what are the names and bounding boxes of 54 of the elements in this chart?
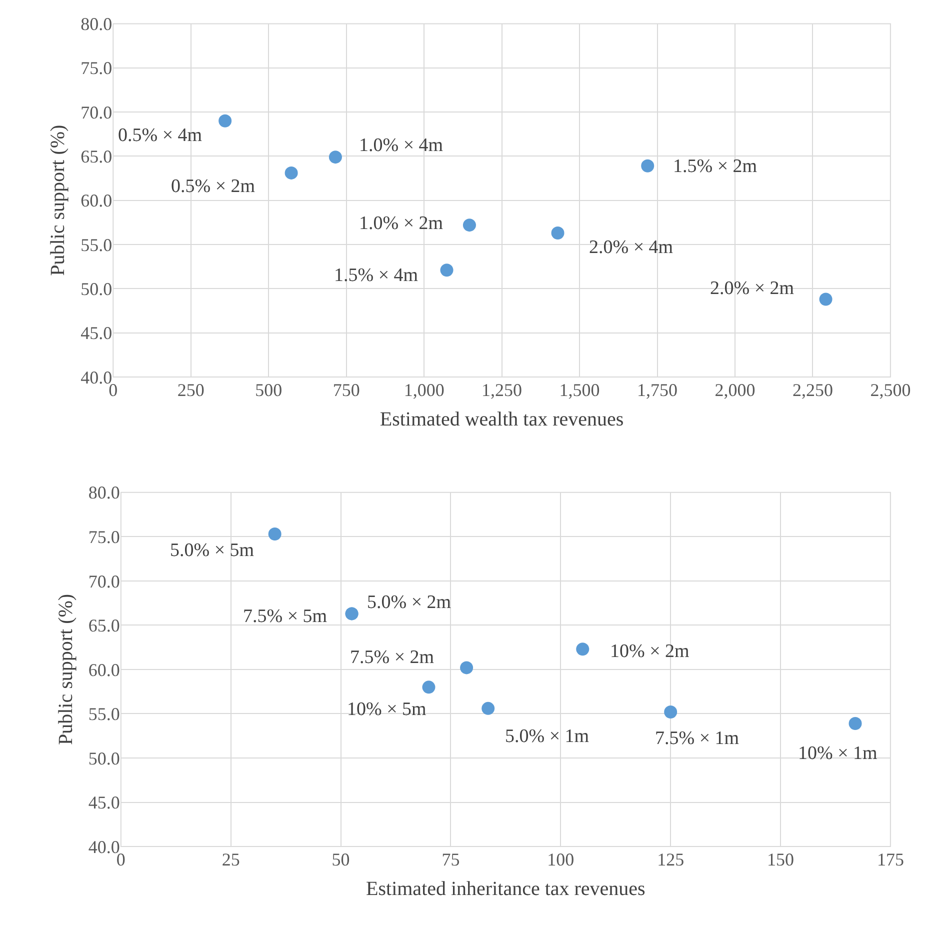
annotation: 1.5% × 2m bbox=[673, 156, 758, 177]
annotation: 1.5% × 4m bbox=[334, 265, 418, 286]
annotation: 2.0% × 4m bbox=[589, 237, 674, 258]
y-tick-label: 65.0 bbox=[88, 616, 120, 636]
y-axis-title: Public support (%) bbox=[54, 594, 77, 746]
x-tick-label: 1,000 bbox=[404, 380, 444, 400]
annotation: 5.0% × 2m bbox=[367, 592, 452, 613]
x-tick-label: 1,500 bbox=[559, 380, 600, 400]
x-tick-label: 150 bbox=[767, 850, 794, 870]
x-axis-title: Estimated inheritance tax revenues bbox=[366, 878, 646, 900]
y-tick-label: 80.0 bbox=[88, 482, 120, 503]
annotation: 10% × 5m bbox=[347, 699, 427, 720]
y-tick-label: 45.0 bbox=[80, 323, 112, 344]
x-tick-label: 1,250 bbox=[482, 380, 522, 400]
x-tick-label: 2,500 bbox=[870, 380, 911, 400]
annotation: 7.5% × 1m bbox=[655, 728, 740, 749]
y-tick-label: 80.0 bbox=[80, 14, 112, 34]
annotation: 2.0% × 2m bbox=[710, 278, 794, 299]
y-tick-label: 50.0 bbox=[88, 748, 120, 768]
x-tick-label: 750 bbox=[332, 380, 360, 400]
y-tick-label: 60.0 bbox=[80, 190, 112, 211]
annotation: 7.5% × 5m bbox=[243, 606, 328, 627]
x-tick-label: 125 bbox=[657, 850, 684, 870]
annotation: 0.5% × 4m bbox=[118, 125, 202, 146]
y-tick-label: 45.0 bbox=[88, 792, 120, 813]
x-tick-label: 1,750 bbox=[637, 380, 678, 400]
x-tick-label: 50 bbox=[332, 850, 350, 870]
y-tick-label: 60.0 bbox=[88, 660, 120, 680]
y-tick-label: 70.0 bbox=[80, 102, 112, 122]
annotation: 1.0% × 2m bbox=[359, 213, 444, 234]
y-tick-label: 50.0 bbox=[80, 278, 112, 299]
y-tick-label: 75.0 bbox=[80, 58, 112, 78]
x-tick-label: 2,250 bbox=[792, 380, 833, 400]
x-tick-label: 2,000 bbox=[714, 380, 756, 400]
x-tick-label: 100 bbox=[547, 850, 574, 870]
annotation: 1.0% × 4m bbox=[359, 135, 444, 156]
y-tick-label: 75.0 bbox=[88, 526, 120, 547]
x-tick-label: 75 bbox=[442, 850, 460, 870]
annotation: 5.0% × 1m bbox=[505, 726, 590, 747]
y-axis-title: Public support (%) bbox=[47, 124, 70, 276]
x-tick-label: 250 bbox=[177, 380, 204, 400]
x-tick-label: 25 bbox=[222, 850, 240, 870]
y-tick-label: 55.0 bbox=[88, 704, 120, 724]
annotation: 10% × 1m bbox=[798, 743, 878, 764]
x-tick-label: 175 bbox=[876, 850, 904, 870]
annotation: 5.0% × 5m bbox=[170, 540, 254, 561]
x-axis-title: Estimated wealth tax revenues bbox=[380, 408, 624, 430]
annotation: 7.5% × 2m bbox=[350, 647, 434, 668]
y-tick-label: 70.0 bbox=[88, 571, 120, 592]
y-tick-label: 55.0 bbox=[80, 234, 112, 255]
annotation: 10% × 2m bbox=[610, 641, 690, 662]
y-tick-label: 65.0 bbox=[80, 146, 112, 166]
annotation: 0.5% × 2m bbox=[171, 176, 256, 197]
x-tick-label: 500 bbox=[255, 380, 282, 400]
